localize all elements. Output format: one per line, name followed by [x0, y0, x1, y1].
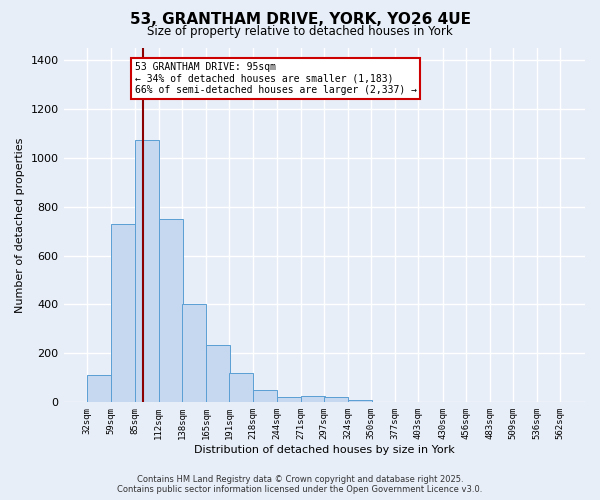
Text: Size of property relative to detached houses in York: Size of property relative to detached ho… [147, 25, 453, 38]
Text: 53 GRANTHAM DRIVE: 95sqm
← 34% of detached houses are smaller (1,183)
66% of sem: 53 GRANTHAM DRIVE: 95sqm ← 34% of detach… [134, 62, 416, 96]
Bar [253, 390, 277, 402]
Text: Contains HM Land Registry data © Crown copyright and database right 2025.
Contai: Contains HM Land Registry data © Crown c… [118, 474, 482, 494]
Y-axis label: Number of detached properties: Number of detached properties [15, 137, 25, 312]
Bar [229, 373, 253, 402]
Bar [134, 140, 158, 402]
Bar [348, 400, 372, 402]
Bar [301, 396, 325, 402]
Bar [277, 398, 301, 402]
X-axis label: Distribution of detached houses by size in York: Distribution of detached houses by size … [194, 445, 455, 455]
Bar [324, 398, 348, 402]
Bar [158, 219, 183, 402]
Bar [182, 304, 206, 402]
Text: 53, GRANTHAM DRIVE, YORK, YO26 4UE: 53, GRANTHAM DRIVE, YORK, YO26 4UE [130, 12, 470, 28]
Bar [87, 376, 112, 402]
Bar [206, 345, 230, 403]
Bar [112, 224, 136, 402]
